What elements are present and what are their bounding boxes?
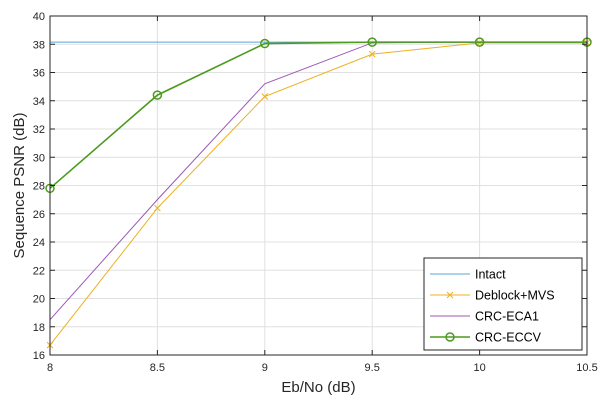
legend-label-crc-eca1: CRC-ECA1 bbox=[475, 310, 539, 324]
data-point-crc-eccv bbox=[474, 37, 485, 47]
x-tick-label: 8.5 bbox=[150, 362, 165, 374]
y-tick-label: 26 bbox=[33, 209, 45, 221]
y-tick-label: 16 bbox=[33, 350, 45, 362]
y-tick-label: 40 bbox=[33, 11, 45, 23]
data-point-crc-eccv bbox=[152, 90, 163, 100]
x-marker-stroke bbox=[368, 50, 376, 58]
data-point-deblock-mvs bbox=[154, 204, 161, 212]
legend-items: Intact Deblock+MVS CRC-ECA1 CRC-ECCV bbox=[430, 268, 555, 345]
data-point-crc-eccv bbox=[367, 37, 377, 47]
y-tick-label: 22 bbox=[33, 265, 45, 277]
series-line-crc-eccv bbox=[49, 41, 587, 189]
x-tick-label: 9.5 bbox=[365, 362, 380, 374]
data-point-crc-eccv bbox=[260, 38, 270, 49]
legend-box bbox=[423, 257, 583, 351]
y-tick-label: 38 bbox=[33, 39, 45, 51]
y-tick-label: 18 bbox=[33, 322, 45, 334]
legend-label-intact: Intact bbox=[475, 268, 506, 282]
x-axis-label: Eb/No (dB) bbox=[281, 379, 355, 396]
legend-item-crc-eca1: CRC-ECA1 bbox=[430, 310, 539, 324]
legend-item-crc-eccv: CRC-ECCV bbox=[430, 331, 542, 345]
y-tick-label: 36 bbox=[33, 68, 45, 80]
series-layer bbox=[45, 37, 592, 349]
y-tick-label: 20 bbox=[33, 294, 45, 306]
legend: Intact Deblock+MVS CRC-ECA1 CRC-ECCV bbox=[423, 257, 583, 351]
legend-label-crc-eccv: CRC-ECCV bbox=[475, 331, 542, 345]
data-point-deblock-mvs bbox=[261, 93, 269, 100]
x-tick-label: 8 bbox=[47, 362, 53, 374]
y-tick-label: 28 bbox=[33, 181, 45, 193]
legend-marker-deblock-mvs bbox=[446, 291, 454, 299]
legend-item-deblock-mvs: Deblock+MVS bbox=[430, 289, 555, 303]
series-crc-eccv bbox=[45, 37, 592, 194]
tick-labels: 8 8.5 9 9.5 10 10.5 16 18 20 22 24 26 28 30 32 34 36 38 40 bbox=[33, 11, 598, 374]
x-tick-label: 10.5 bbox=[576, 362, 597, 374]
y-tick-label: 24 bbox=[33, 237, 45, 249]
y-tick-label: 30 bbox=[33, 152, 45, 164]
x-marker-stroke bbox=[261, 93, 269, 100]
x-tick-label: 9 bbox=[262, 362, 268, 374]
y-axis-label: Sequence PSNR (dB) bbox=[11, 113, 28, 259]
data-point-deblock-mvs bbox=[368, 50, 376, 58]
y-tick-label: 34 bbox=[33, 96, 45, 108]
legend-label-deblock-mvs: Deblock+MVS bbox=[475, 289, 555, 303]
legend-marker-crc-eccv bbox=[445, 332, 455, 342]
legend-item-intact: Intact bbox=[430, 268, 506, 282]
x-marker-stroke bbox=[154, 204, 161, 212]
y-tick-label: 32 bbox=[33, 124, 45, 136]
x-marker-stroke bbox=[446, 291, 454, 299]
tick-marks bbox=[49, 15, 588, 356]
x-tick-label: 10 bbox=[473, 362, 485, 374]
